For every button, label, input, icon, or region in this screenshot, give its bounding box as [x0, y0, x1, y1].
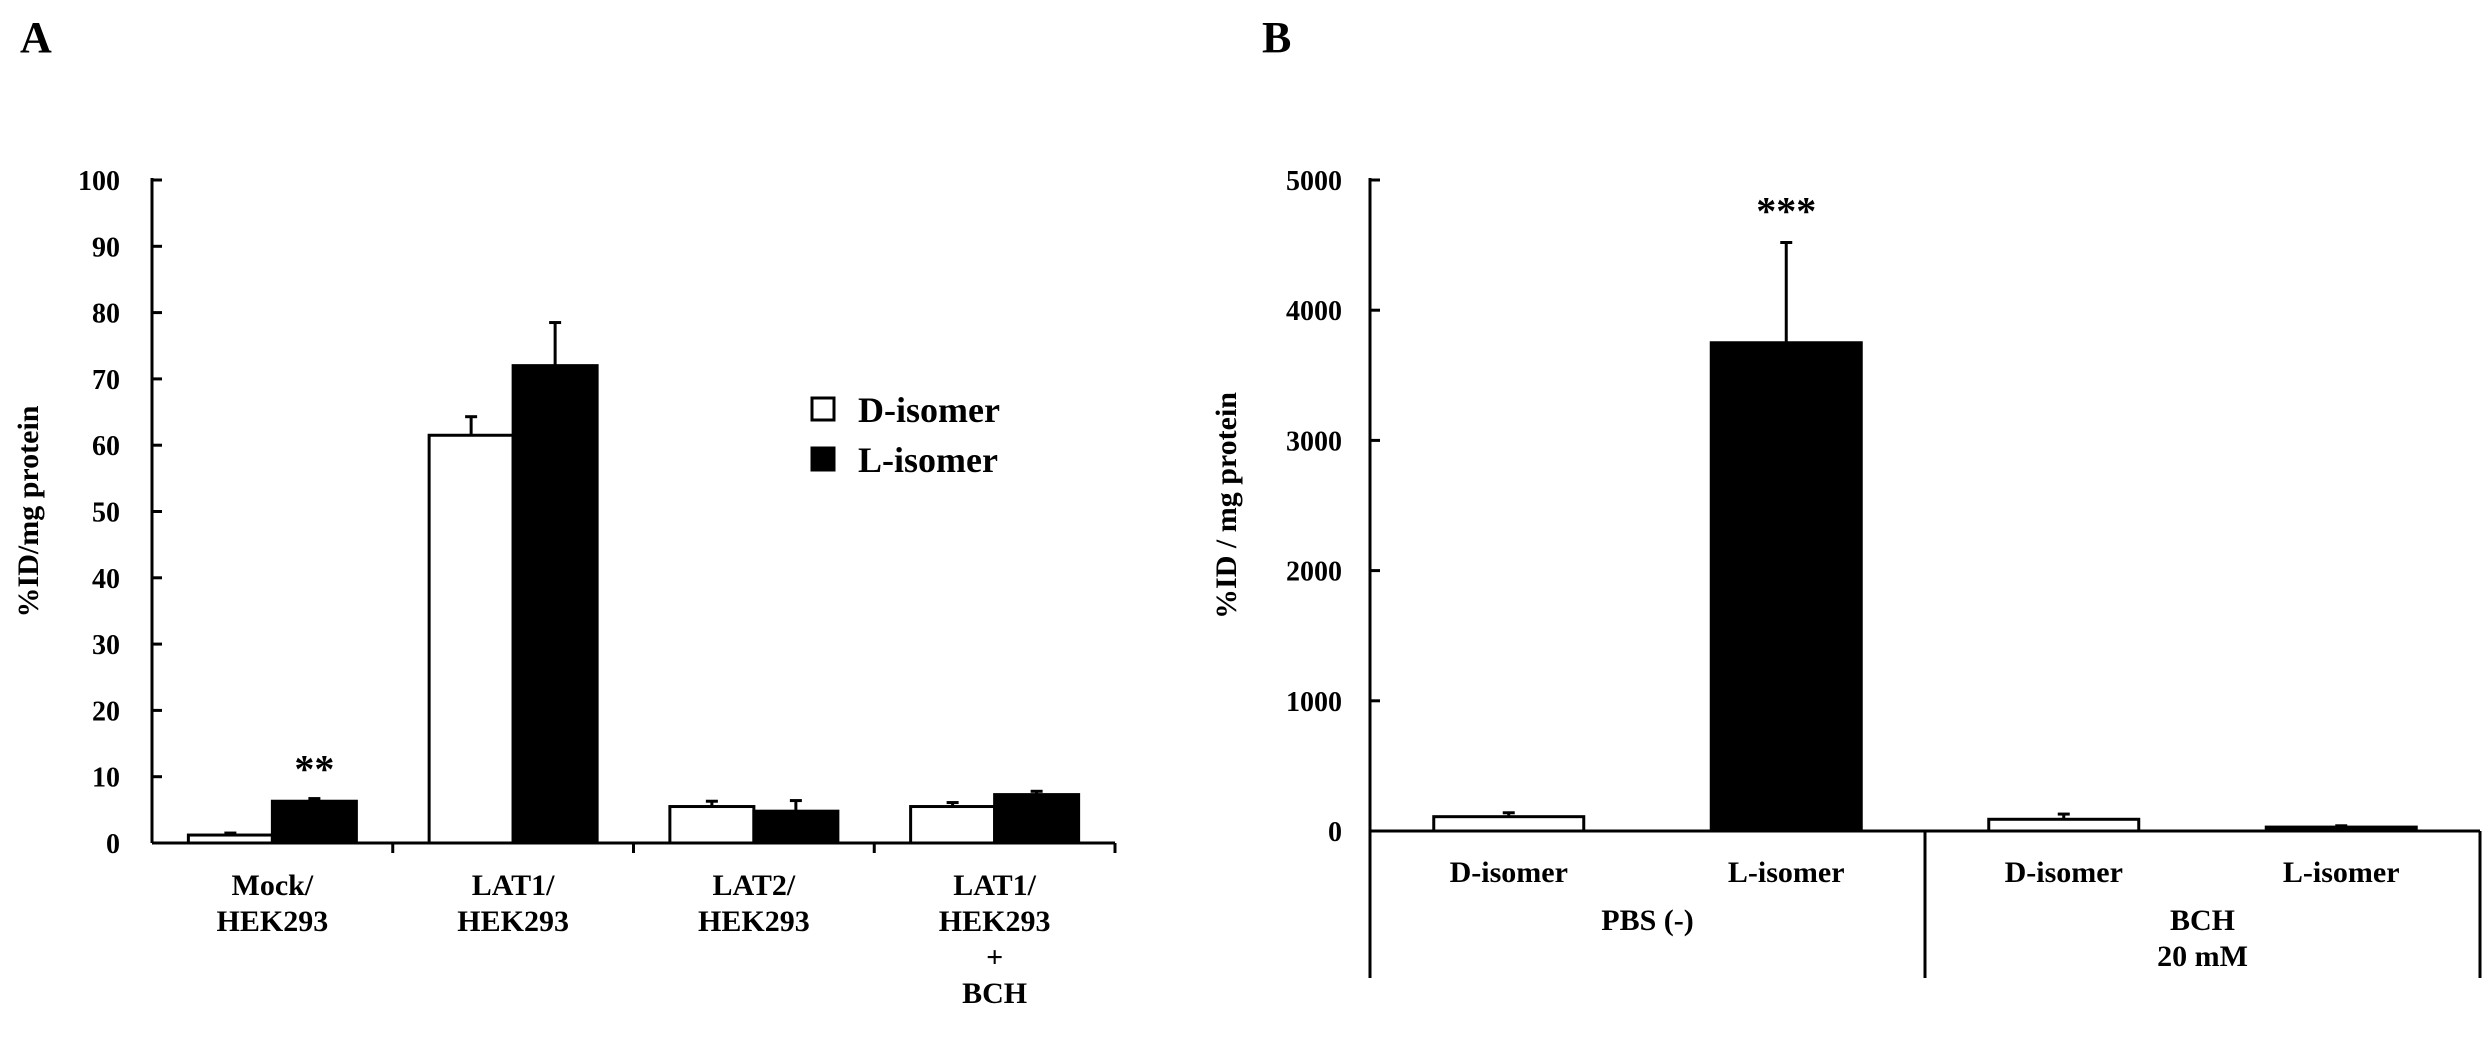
a-category-label: LAT1/: [953, 869, 1036, 902]
b-y-tick-label: 0: [1328, 817, 1342, 848]
a-bar-l: [511, 364, 599, 845]
a-bar-l: [993, 793, 1081, 845]
a-y-tick-label: 80: [92, 299, 120, 330]
b-bar: [1432, 815, 1586, 833]
b-category-label: L-isomer: [1728, 856, 1845, 889]
b-bar: [1987, 817, 2141, 833]
a-category-label: +: [986, 941, 1003, 974]
a-bar-d: [186, 833, 274, 845]
a-y-tick-label: 0: [106, 829, 120, 860]
a-category-label: HEK293: [698, 905, 810, 938]
a-y-tick-label: 100: [78, 166, 120, 197]
a-category-label: LAT2/: [712, 869, 795, 902]
chart-a: 0 10 20 30 40 50 60 70 80 90 100 %ID/mg protein Mock…: [12, 166, 1117, 1010]
b-y-tick-label: 5000: [1286, 166, 1342, 197]
b-y-tick-label: 2000: [1286, 557, 1342, 588]
b-category-label: L-isomer: [2283, 856, 2400, 889]
a-bar-d: [909, 805, 997, 845]
a-bar-d: [427, 433, 515, 845]
a-category-label: HEK293: [217, 905, 329, 938]
a-category-label: HEK293: [939, 905, 1051, 938]
a-bar-l: [270, 799, 358, 845]
a-legend-label: D-isomer: [858, 390, 1000, 430]
a-y-tick-label: 50: [92, 498, 120, 529]
b-y-tick-label: 4000: [1286, 296, 1342, 327]
panel-a-letter: A: [20, 13, 52, 62]
a-legend-swatch-l: [810, 446, 836, 472]
a-category-label: Mock/: [232, 869, 314, 902]
a-legend-label: L-isomer: [858, 440, 998, 480]
a-category-label: HEK293: [457, 905, 569, 938]
a-y-tick-label: 60: [92, 431, 120, 462]
b-group-label: PBS (-): [1601, 904, 1694, 937]
a-y-tick-label: 70: [92, 365, 120, 396]
b-group-label: 20 mM: [2157, 940, 2248, 973]
a-y-tick-label: 20: [92, 696, 120, 727]
chart-b: 0 1000 2000 3000 4000 5000 %ID / mg protein D-i…: [1210, 166, 2482, 978]
a-bar-d: [668, 805, 756, 845]
b-category-label: D-isomer: [2005, 856, 2123, 889]
a-y-axis-label: %ID/mg protein: [12, 405, 45, 617]
b-y-axis-label: %ID / mg protein: [1210, 392, 1243, 619]
a-y-tick-label: 90: [92, 232, 120, 263]
a-category-label: BCH: [962, 977, 1027, 1010]
b-group-label: BCH: [2170, 904, 2235, 937]
b-significance-annotation: ***: [1756, 188, 1816, 233]
a-y-tick-label: 30: [92, 630, 120, 661]
b-bar: [1709, 341, 1863, 833]
b-category-label: D-isomer: [1450, 856, 1568, 889]
b-y-tick-label: 3000: [1286, 426, 1342, 457]
a-category-label: LAT1/: [472, 869, 555, 902]
panel-b-letter: B: [1262, 13, 1291, 62]
a-y-tick-label: 40: [92, 564, 120, 595]
b-y-tick-label: 1000: [1286, 687, 1342, 718]
a-legend-swatch-d: [810, 396, 836, 422]
b-bar: [2264, 825, 2418, 833]
a-bar-l: [752, 809, 840, 845]
a-y-tick-label: 10: [92, 763, 120, 794]
a-significance-annotation: **: [294, 747, 334, 792]
